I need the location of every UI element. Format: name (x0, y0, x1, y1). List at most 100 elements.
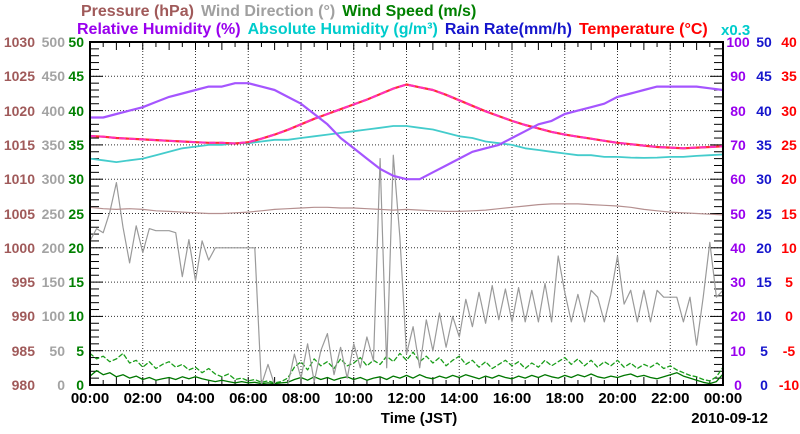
pressure-line (89, 203, 724, 216)
temperature-tick-label: 10 (781, 239, 797, 256)
temperature-tick-label: 0 (785, 308, 793, 325)
relative-humidity-tick-label: 30 (730, 274, 746, 291)
x-tick-label: 12:00 (387, 390, 426, 407)
wind-speed-tick-label: 0 (76, 377, 84, 393)
pressure-tick-label: 1015 (3, 136, 35, 153)
relative-humidity-tick-label: 90 (730, 68, 746, 85)
relative-humidity-tick-label: 70 (730, 136, 746, 153)
pressure-tick-label: 1030 (3, 34, 35, 50)
x-tick-label: 14:00 (440, 390, 479, 407)
legend-item-temperature-c: Temperature (°C) (578, 21, 708, 38)
wind-direction-tick-label: 0 (57, 377, 65, 393)
x-tick-label: 04:00 (176, 390, 215, 407)
x-tick-label: 08:00 (281, 390, 321, 407)
legend-item-rain-rate-mm-h: Rain Rate(mm/h) (444, 21, 572, 38)
x-axis-title: Time (JST) (380, 410, 458, 427)
wind-direction-line (89, 154, 724, 386)
x-tick-label: 16:00 (492, 390, 532, 407)
relative-humidity-tick-label: 100 (726, 34, 750, 50)
x-tick-label: 22:00 (651, 390, 690, 407)
pressure-tick-label: 1020 (3, 102, 35, 119)
rain-rate-tick-label: 0 (760, 377, 768, 393)
wind-speed-tick-label: 50 (68, 34, 84, 50)
relative-humidity-tick-label: 10 (730, 342, 746, 359)
x-tick-label: 02:00 (123, 390, 162, 407)
temperature-tick-label: 20 (781, 171, 797, 188)
temperature-tick-label: -10 (778, 377, 800, 393)
absolute-humidity-scale-note: x0.3 (721, 22, 751, 39)
rain-rate-tick-label: 30 (756, 171, 772, 188)
temperature-tick-label: 30 (781, 102, 797, 119)
x-tick-label: 00:00 (703, 390, 743, 407)
temperature-tick-label: -5 (782, 342, 796, 359)
pressure-tick-label: 995 (11, 274, 35, 291)
wind-speed-tick-label: 5 (76, 342, 84, 359)
wind-direction-tick-label: 500 (41, 34, 65, 50)
date-label: 2010-09-12 (691, 410, 768, 427)
relative-humidity-tick-label: 50 (730, 205, 746, 222)
relative-humidity-tick-label: 60 (730, 171, 746, 188)
pressure-tick-label: 1000 (3, 239, 35, 256)
legend-item-wind-direction: Wind Direction (°) (200, 3, 336, 20)
temperature-overlay-line (89, 83, 724, 150)
legend-item-absolute-humidity-g-m: Absolute Humidity (g/m³) (247, 21, 438, 38)
wind-speed-tick-label: 10 (68, 308, 84, 325)
rain-rate-tick-label: 35 (756, 136, 772, 153)
wind-direction-tick-label: 300 (41, 171, 65, 188)
wind-speed-tick-label: 25 (68, 205, 84, 222)
wind-speed-tick-label: 30 (68, 171, 84, 188)
temperature-tick-label: 25 (781, 136, 797, 153)
wind-speed-tick-label: 15 (68, 274, 84, 291)
temperature-tick-label: 40 (781, 34, 797, 50)
pressure-tick-label: 1025 (3, 68, 35, 85)
plot-border (89, 41, 724, 386)
legend-row-2: Relative Humidity (%) Absolute Humidity (… (77, 21, 715, 38)
relative-humidity-tick-label: 20 (730, 308, 746, 325)
rain-rate-tick-label: 50 (756, 34, 772, 50)
relative-humidity-tick-label: 0 (734, 377, 742, 393)
wind-direction-tick-label: 100 (41, 308, 65, 325)
rain-rate-tick-label: 40 (756, 102, 772, 119)
wind-direction-tick-label: 50 (49, 342, 65, 359)
temperature-tick-label: 5 (785, 274, 793, 291)
relative-humidity-line (88, 82, 725, 181)
wind-direction-tick-label: 450 (41, 68, 65, 85)
legend-row-1: Pressure (hPa) Wind Direction (°) Wind Spe… (81, 3, 483, 20)
x-tick-label: 20:00 (598, 390, 637, 407)
rain-rate-tick-label: 20 (756, 239, 772, 256)
x-tick-label: 18:00 (545, 390, 584, 407)
wind-direction-tick-label: 400 (41, 102, 65, 119)
legend-item-pressure-hpa: Pressure (hPa) (81, 3, 194, 20)
pressure-tick-label: 985 (11, 342, 35, 359)
rain-rate-tick-label: 10 (756, 308, 772, 325)
relative-humidity-tick-label: 40 (730, 239, 746, 256)
temperature-tick-label: 15 (781, 205, 797, 222)
relative-humidity-tick-label: 80 (730, 102, 746, 119)
wind-speed-tick-label: 20 (68, 239, 84, 256)
rain-rate-tick-label: 5 (760, 342, 768, 359)
wind-direction-tick-label: 150 (41, 274, 65, 291)
wind-speed-tick-label: 45 (68, 68, 84, 85)
x-tick-label: 06:00 (229, 390, 268, 407)
wind-direction-tick-label: 250 (41, 205, 65, 222)
rain-rate-tick-label: 45 (756, 68, 772, 85)
wind-direction-tick-label: 350 (41, 136, 65, 153)
wind-speed-tick-label: 35 (68, 136, 84, 153)
pressure-tick-label: 1010 (3, 171, 35, 188)
pressure-tick-label: 980 (11, 377, 35, 393)
x-tick-label: 10:00 (334, 390, 373, 407)
legend-item-wind-speed-m-s: Wind Speed (m/s) (342, 3, 477, 20)
rain-rate-tick-label: 25 (756, 205, 772, 222)
pressure-tick-label: 990 (11, 308, 35, 325)
rain-rate-tick-label: 15 (756, 274, 772, 291)
wind-speed-tick-label: 40 (68, 102, 84, 119)
wind-direction-tick-label: 200 (41, 239, 65, 256)
wind-speed-line (89, 369, 724, 385)
pressure-tick-label: 1005 (3, 205, 35, 222)
legend-item-relative-humidity: Relative Humidity (%) (77, 21, 241, 38)
temperature-tick-label: 35 (781, 68, 797, 85)
wind-gust-line (89, 351, 724, 384)
x-tick-label: 00:00 (70, 390, 110, 407)
